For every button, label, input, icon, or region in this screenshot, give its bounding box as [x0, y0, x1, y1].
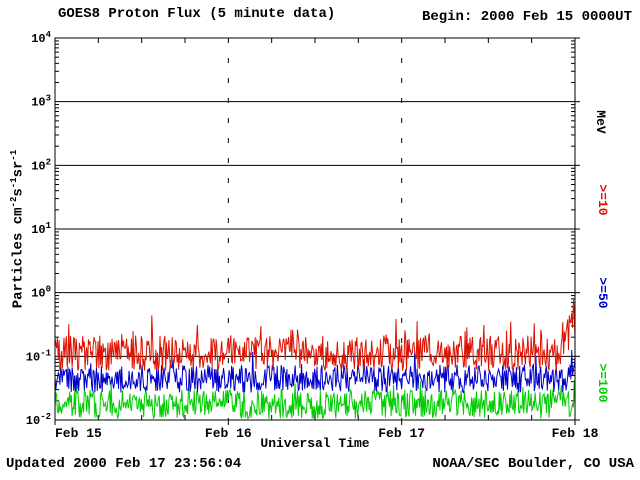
svg-text:102: 102	[31, 157, 51, 173]
series-label-ge10: >=10	[595, 184, 610, 216]
source-credit: NOAA/SEC Boulder, CO USA	[432, 456, 634, 472]
svg-text:10-2: 10-2	[26, 412, 51, 428]
svg-text:Feb 15: Feb 15	[55, 426, 102, 441]
svg-text:103: 103	[31, 94, 51, 110]
svg-text:Feb 17: Feb 17	[378, 426, 425, 441]
svg-text:101: 101	[31, 221, 51, 237]
svg-text:Feb 16: Feb 16	[205, 426, 252, 441]
units-label-mev: MeV	[593, 110, 608, 134]
series-label-ge50: >=50	[595, 277, 610, 309]
series-label-ge100: >=100	[595, 363, 610, 403]
svg-text:10-1: 10-1	[26, 348, 52, 364]
svg-text:Feb 18: Feb 18	[552, 426, 599, 441]
chart-title: GOES8 Proton Flux (5 minute data)	[58, 6, 336, 22]
begin-time-label: Begin: 2000 Feb 15 0000UT	[421, 9, 632, 25]
x-axis-title: Universal Time	[260, 436, 370, 451]
svg-text:100: 100	[31, 285, 51, 301]
updated-timestamp: Updated 2000 Feb 17 23:56:04	[6, 456, 242, 472]
y-axis-title: Particles cm-2s-1sr-1	[9, 149, 27, 309]
svg-text:104: 104	[31, 30, 51, 46]
